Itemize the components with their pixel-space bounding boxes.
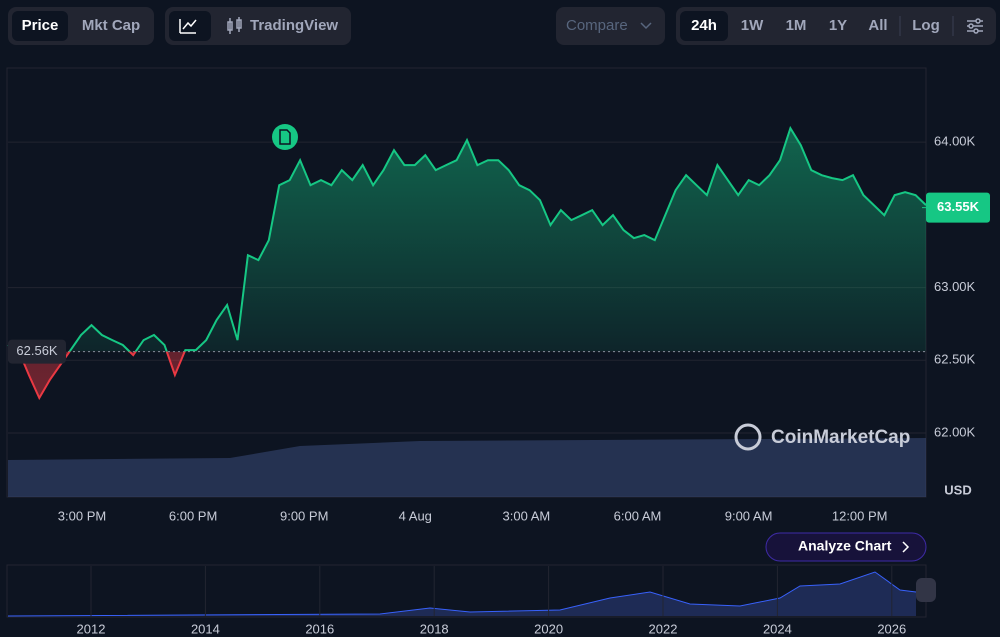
- x-tick-label: 9:00 PM: [280, 508, 328, 523]
- overview-line: [7, 571, 917, 617]
- year-label: 2012: [77, 621, 106, 636]
- compare-dropdown[interactable]: [556, 7, 665, 45]
- compare-label: Compare: [566, 17, 628, 34]
- y-tick-label: 62.50K: [934, 352, 976, 367]
- tab-mktcap[interactable]: Mkt Cap: [82, 17, 140, 34]
- y-tick-label: 63.00K: [934, 279, 976, 294]
- log-button[interactable]: Log: [912, 17, 940, 34]
- tradingview-button[interactable]: TradingView: [250, 17, 338, 34]
- year-label: 2020: [534, 621, 563, 636]
- year-label: 2014: [191, 621, 220, 636]
- news-icon: [279, 129, 291, 145]
- chevron: [640, 22, 652, 30]
- year-label: 2016: [305, 621, 334, 636]
- current-price-label: 63.55K: [937, 199, 980, 214]
- year-label: 2026: [877, 621, 906, 636]
- overview-handle[interactable]: [916, 578, 936, 602]
- settings-icon[interactable]: [967, 18, 983, 34]
- range-group: [676, 7, 996, 45]
- watermark: CoinMarketCap: [771, 427, 910, 448]
- year-label: 2024: [763, 621, 792, 636]
- analyze-button[interactable]: [765, 532, 927, 562]
- x-tick-label: 3:00 AM: [503, 508, 551, 523]
- range-active: [680, 11, 728, 41]
- y-tick-label: 62.00K: [934, 424, 976, 439]
- cmc-logo: [734, 423, 762, 451]
- range-button[interactable]: 1W: [741, 17, 764, 34]
- baseline-tag: [8, 339, 66, 364]
- area-up: [8, 128, 926, 352]
- news-marker[interactable]: [272, 124, 298, 150]
- x-tick-label: 12:00 PM: [832, 508, 888, 523]
- y-tick-label: 64.00K: [934, 134, 976, 149]
- x-tick-label: 6:00 PM: [169, 508, 217, 523]
- icon: [182, 19, 197, 30]
- currency-label: USD: [944, 482, 971, 497]
- x-tick-label: 6:00 AM: [614, 508, 662, 523]
- x-tick-label: 9:00 AM: [725, 508, 773, 523]
- tab-price[interactable]: Price: [22, 17, 59, 34]
- x-tick-label: 4 Aug: [399, 508, 432, 523]
- chevron: [902, 541, 910, 553]
- volume-bars: [8, 438, 926, 497]
- range-button[interactable]: 24h: [691, 17, 717, 34]
- candle-icon: [227, 17, 242, 34]
- year-label: 2018: [420, 621, 449, 636]
- current-price-tag: [926, 192, 990, 223]
- range-button[interactable]: 1Y: [829, 17, 847, 34]
- x-tick-label: 3:00 PM: [58, 508, 106, 523]
- analyze-label: Analyze Chart: [798, 538, 892, 554]
- chart-type-group: [165, 7, 351, 45]
- year-label: 2022: [649, 621, 678, 636]
- range-button[interactable]: All: [868, 17, 887, 34]
- overview-area: [8, 572, 916, 616]
- range-button[interactable]: 1M: [786, 17, 807, 34]
- tab-active: [12, 11, 68, 41]
- price-line: [7, 125, 927, 352]
- baseline-label: 62.56K: [16, 343, 58, 358]
